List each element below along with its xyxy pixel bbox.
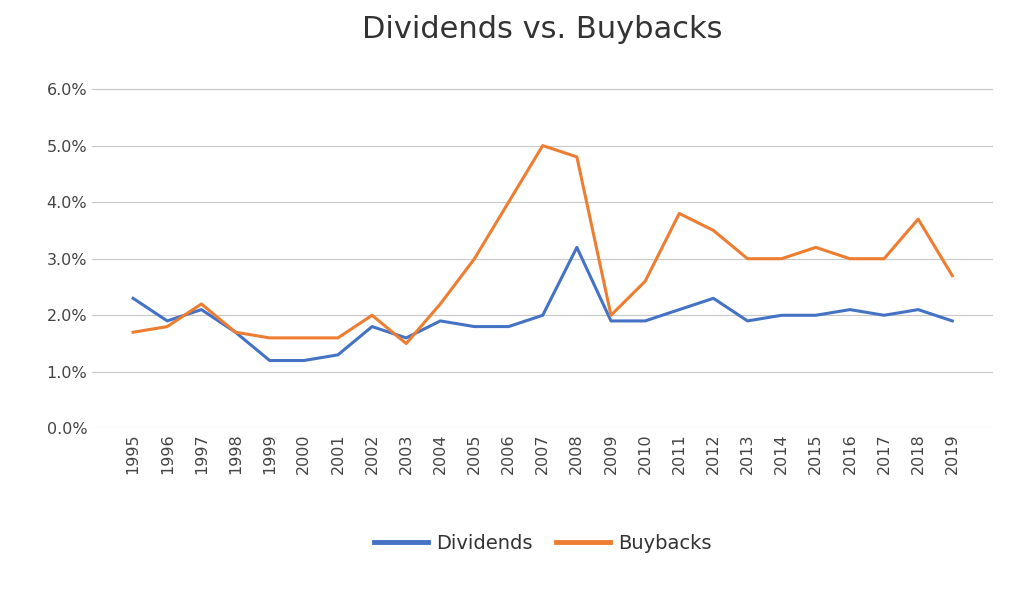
- Legend: Dividends, Buybacks: Dividends, Buybacks: [366, 526, 720, 561]
- Buybacks: [912, 215, 925, 223]
- Dividends: [775, 312, 787, 319]
- Buybacks: [708, 227, 720, 234]
- Buybacks: [741, 255, 754, 263]
- Dividends: [468, 323, 480, 330]
- Dividends: [912, 306, 925, 313]
- Buybacks: [161, 323, 173, 330]
- Dividends: [229, 329, 242, 336]
- Buybacks: [400, 340, 413, 347]
- Dividends: [810, 312, 822, 319]
- Buybacks: [570, 153, 583, 160]
- Buybacks: [537, 142, 549, 149]
- Dividends: [161, 317, 173, 324]
- Buybacks: [946, 272, 958, 279]
- Dividends: [537, 312, 549, 319]
- Buybacks: [468, 255, 480, 263]
- Line: Buybacks: Buybacks: [133, 146, 952, 343]
- Dividends: [878, 312, 890, 319]
- Buybacks: [366, 312, 378, 319]
- Dividends: [503, 323, 515, 330]
- Buybacks: [810, 244, 822, 251]
- Buybacks: [503, 198, 515, 206]
- Dividends: [605, 317, 617, 324]
- Dividends: [196, 306, 208, 313]
- Dividends: [673, 306, 685, 313]
- Dividends: [434, 317, 446, 324]
- Dividends: [639, 317, 651, 324]
- Dividends: [298, 357, 310, 364]
- Buybacks: [844, 255, 856, 263]
- Dividends: [741, 317, 754, 324]
- Buybacks: [878, 255, 890, 263]
- Line: Dividends: Dividends: [133, 247, 952, 360]
- Dividends: [400, 334, 413, 341]
- Buybacks: [775, 255, 787, 263]
- Buybacks: [229, 329, 242, 336]
- Dividends: [263, 357, 275, 364]
- Buybacks: [605, 312, 617, 319]
- Buybacks: [332, 334, 344, 341]
- Buybacks: [673, 210, 685, 217]
- Buybacks: [639, 278, 651, 285]
- Buybacks: [127, 329, 139, 336]
- Dividends: [127, 294, 139, 302]
- Dividends: [366, 323, 378, 330]
- Dividends: [708, 294, 720, 302]
- Buybacks: [263, 334, 275, 341]
- Dividends: [946, 317, 958, 324]
- Dividends: [570, 244, 583, 251]
- Dividends: [844, 306, 856, 313]
- Title: Dividends vs. Buybacks: Dividends vs. Buybacks: [362, 15, 723, 45]
- Buybacks: [434, 300, 446, 308]
- Buybacks: [196, 300, 208, 308]
- Buybacks: [298, 334, 310, 341]
- Dividends: [332, 351, 344, 359]
